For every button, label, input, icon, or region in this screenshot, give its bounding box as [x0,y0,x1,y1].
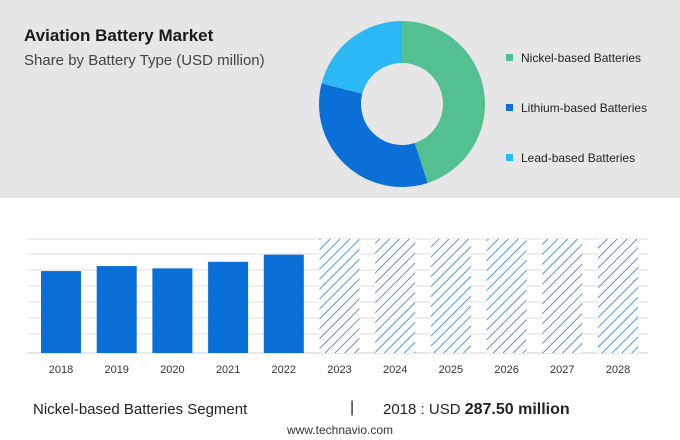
chart-title: Aviation Battery Market [24,26,214,45]
forecast-bar-2025 [430,239,471,353]
x-tick-label: 2019 [104,364,128,376]
x-tick-label: 2022 [272,364,296,376]
forecast-bar-2024 [375,239,416,353]
forecast-bar-2026 [486,239,527,353]
legend-item: Nickel-based Batteries [506,51,641,65]
donut-slice-lead-based-batteries [321,21,402,94]
footer-amount: 287.50 million [464,401,570,418]
bar-2019 [96,266,137,353]
forecast-bar-2023 [319,239,360,353]
source-url: www.technavio.com [286,423,394,437]
donut-slice-nickel-based-batteries [402,21,485,183]
x-tick-label: 2021 [216,364,240,376]
x-tick-label: 2026 [494,364,518,376]
x-tick-label: 2027 [550,364,574,376]
bar-2021 [208,261,249,353]
x-tick-label: 2028 [606,364,630,376]
x-tick-label: 2024 [383,364,407,376]
bar-2020 [152,268,193,353]
forecast-bar-2028 [598,239,638,353]
legend-swatch [506,154,513,162]
forecast-bar-2027 [542,239,583,353]
legend-label: Lithium-based Batteries [521,101,648,115]
x-tick-label: 2018 [49,364,73,376]
bar-chart: 2018 2019 2020 2021 2022 2023 2024 2025 2026 2027… [27,238,648,376]
footer-year-label: 2018 : USD [383,401,465,418]
legend-label: Lead-based Batteries [521,151,636,165]
x-tick-label: 2023 [327,364,351,376]
x-tick-label: 2020 [160,364,184,376]
footer-segment-label: Nickel-based Batteries Segment [33,401,248,418]
bar-2018 [41,271,81,353]
legend-item: Lead-based Batteries [506,151,635,165]
x-tick-label: 2025 [439,364,463,376]
legend-label: Nickel-based Batteries [521,51,642,65]
legend-swatch [506,104,513,112]
donut-chart [319,21,485,188]
chart-subtitle: Share by Battery Type (USD million) [24,52,265,69]
legend-swatch [506,54,513,62]
footer-separator: | [350,399,355,416]
legend-item: Lithium-based Batteries [506,101,647,115]
bar-2022 [263,254,304,353]
donut-slice-lithium-based-batteries [319,83,428,188]
footer-value: 2018 : USD 287.50 million [383,401,570,419]
